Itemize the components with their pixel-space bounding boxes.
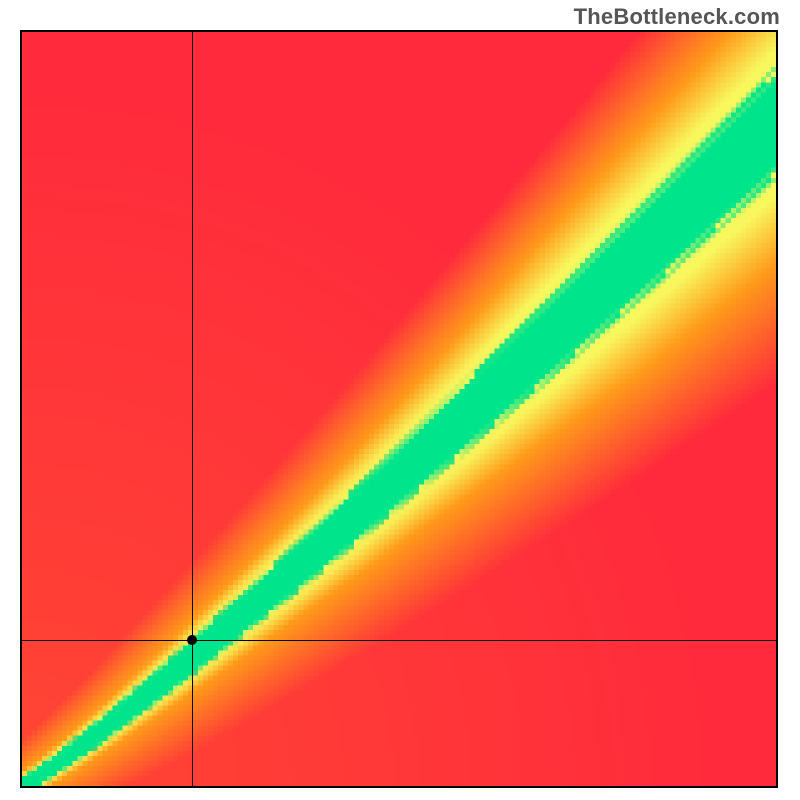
bottleneck-heatmap-frame <box>20 30 778 788</box>
watermark-text: TheBottleneck.com <box>574 4 780 30</box>
bottleneck-heatmap <box>22 32 776 786</box>
